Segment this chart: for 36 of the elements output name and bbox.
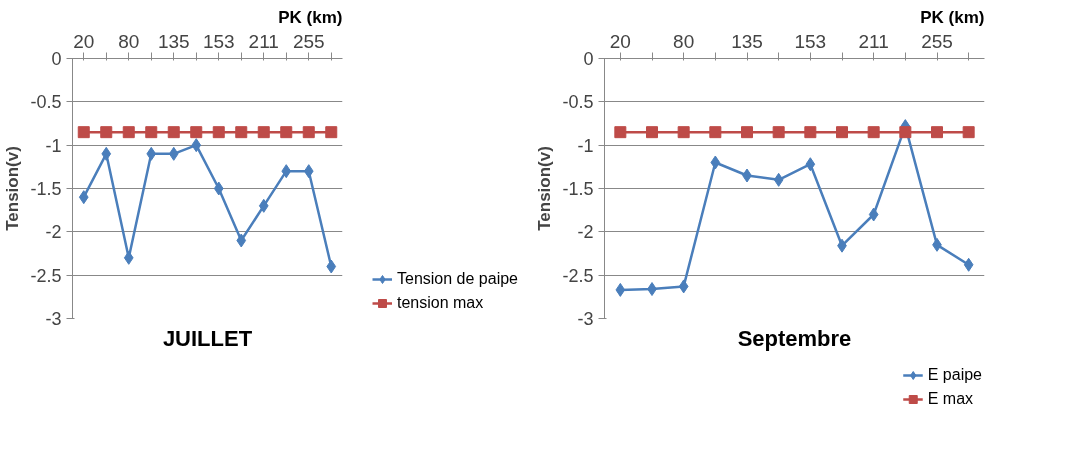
- x-tick-label: 80: [673, 30, 695, 52]
- x-tick-label: 211: [248, 30, 279, 52]
- y-tick-label: 0: [583, 49, 594, 69]
- y-tick-label: -2.5: [562, 265, 594, 286]
- text: Septembre: [737, 325, 852, 351]
- y-tick-label: -2.5: [30, 265, 62, 286]
- y-tick-label: -0.5: [30, 92, 62, 113]
- x-tick-label: 80: [118, 30, 140, 52]
- x-tick-label: 135: [157, 30, 190, 52]
- y-tick-label: 0: [51, 49, 62, 69]
- y-axis-title: Tension(v): [535, 146, 555, 231]
- y-tick-label: -3: [577, 309, 594, 329]
- x-tick-label: 255: [292, 30, 325, 52]
- y-tick-label: -1: [577, 135, 594, 156]
- legend-label: Tension de paipe: [397, 270, 518, 288]
- y-tick-label: -1: [45, 135, 62, 156]
- x-axis-title: PK (km): [920, 7, 985, 27]
- x-tick-label: 153: [794, 30, 827, 52]
- x-axis-title: PK (km): [278, 7, 343, 27]
- legend-label: tension max: [397, 294, 484, 312]
- legend-label: E paipe: [927, 366, 982, 384]
- y-tick-label: -1.5: [562, 179, 594, 199]
- y-tick-label: -2: [577, 222, 594, 243]
- legend-label: E max: [927, 390, 974, 408]
- text: JUILLET: [162, 325, 253, 351]
- x-tick-label: 153: [202, 30, 235, 52]
- x-tick-label: 20: [73, 30, 95, 52]
- y-tick-label: -0.5: [562, 92, 594, 113]
- y-axis-title: Tension(v): [3, 146, 23, 231]
- x-tick-label: 135: [731, 30, 763, 52]
- x-tick-label: 20: [609, 30, 631, 52]
- y-tick-label: -1.5: [30, 179, 62, 199]
- x-tick-label: 255: [921, 30, 953, 52]
- x-tick-label: 211: [858, 30, 889, 52]
- y-tick-label: -2: [45, 222, 62, 243]
- y-tick-label: -3: [45, 309, 62, 329]
